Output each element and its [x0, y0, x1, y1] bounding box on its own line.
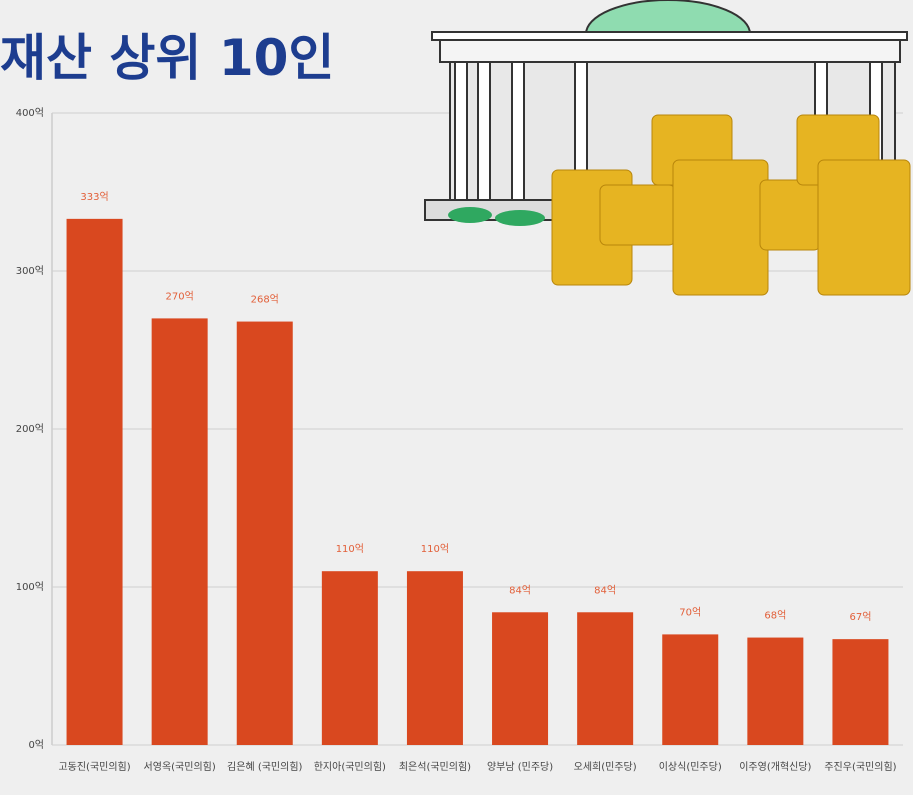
- x-tick-label: 최은석(국민의힘): [399, 761, 471, 773]
- bar: [236, 321, 293, 745]
- bar: [662, 634, 719, 745]
- x-tick-label: 고동진(국민의힘): [58, 761, 130, 773]
- value-label: 110억: [421, 543, 449, 555]
- value-label: 268억: [251, 294, 279, 306]
- value-label: 110억: [336, 543, 364, 555]
- bar: [151, 318, 208, 745]
- bar: [832, 639, 889, 745]
- value-label: 333억: [80, 191, 108, 203]
- y-tick-label: 300억: [16, 265, 44, 277]
- x-tick-label: 김은혜 (국민의힘): [227, 761, 302, 773]
- y-tick-label: 0억: [28, 739, 44, 751]
- bar: [492, 612, 549, 745]
- y-tick-label: 100억: [16, 581, 44, 593]
- y-tick-label: 200억: [16, 423, 44, 435]
- x-tick-label: 양부남 (민주당): [487, 761, 553, 773]
- bar: [321, 571, 378, 745]
- bar: [747, 637, 804, 745]
- y-tick-label: 400억: [16, 107, 44, 119]
- value-label: 67억: [849, 611, 871, 623]
- value-label: 270억: [166, 290, 194, 302]
- bar: [577, 612, 634, 745]
- x-tick-label: 서영옥(국민의힘): [144, 761, 216, 773]
- x-tick-label: 오세희(민주당): [574, 761, 637, 773]
- value-label: 70억: [679, 606, 701, 618]
- x-tick-label: 한지아(국민의힘): [314, 761, 386, 773]
- value-label: 68억: [764, 610, 786, 622]
- chart-title: 재산 상위 10인: [0, 29, 334, 87]
- value-label: 84억: [594, 584, 616, 596]
- bar: [406, 571, 463, 745]
- bar: [66, 218, 123, 746]
- x-tick-label: 주진우(국민의힘): [824, 761, 896, 773]
- x-tick-label: 이상식(민주당): [659, 761, 722, 773]
- value-label: 84억: [509, 584, 531, 596]
- x-tick-label: 이주영(개혁신당): [739, 761, 811, 773]
- decoration: [424, 0, 911, 296]
